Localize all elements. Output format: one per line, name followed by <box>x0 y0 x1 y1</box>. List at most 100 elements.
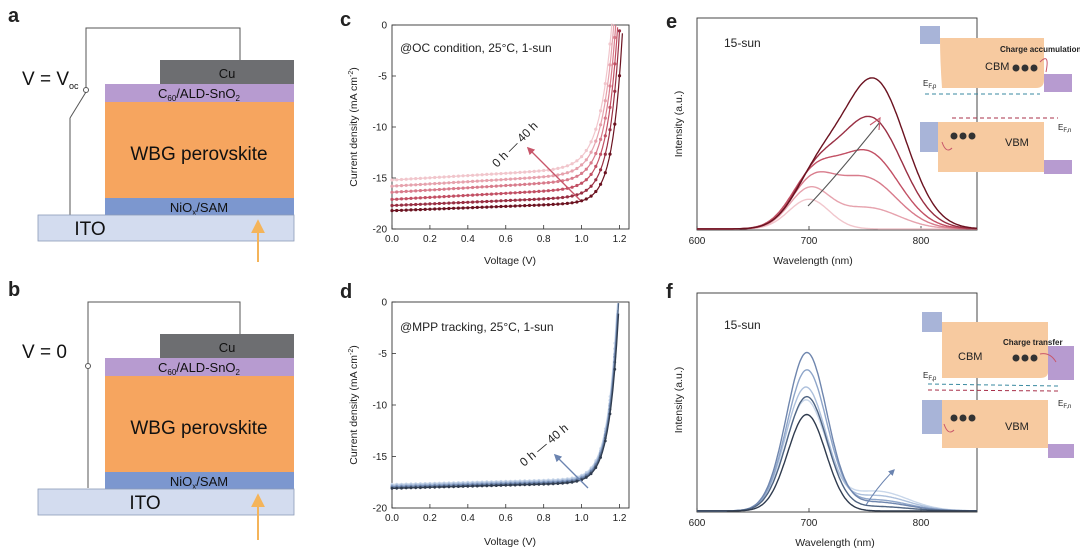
jv-point <box>395 486 399 490</box>
jv-point <box>494 178 498 182</box>
etl-label: C60/ALD-SnO2 <box>158 86 241 103</box>
jv-point <box>594 164 598 168</box>
hole <box>968 132 976 140</box>
jv-point <box>594 151 598 156</box>
jv-point <box>580 191 584 195</box>
jv-point <box>390 209 394 213</box>
jv-point <box>418 208 422 212</box>
jv-point <box>565 171 570 175</box>
panel-a: a V = Voc Cu C60/ALD-SnO2 WBG perovskite… <box>8 5 295 262</box>
jv-point <box>504 183 508 188</box>
jv-point <box>494 184 498 188</box>
jv-point <box>532 203 536 207</box>
jv-point <box>489 178 494 182</box>
jv-point <box>613 89 617 93</box>
jv-point <box>556 188 560 192</box>
jv-point <box>390 203 394 208</box>
jv-point <box>508 171 513 175</box>
trend-arrow <box>553 453 589 489</box>
x-tick-label: 0.2 <box>423 513 437 524</box>
jv-point <box>400 486 403 490</box>
jv-point <box>508 204 513 208</box>
jv-point <box>532 197 536 201</box>
jv-point <box>542 197 546 201</box>
charge-arrow <box>943 423 955 433</box>
jv-point <box>542 181 546 185</box>
jv-point <box>489 172 494 176</box>
x-tick-label: 0.8 <box>537 234 551 245</box>
jv-point <box>409 203 413 207</box>
jv-point <box>617 74 622 78</box>
jv-point <box>527 170 532 174</box>
charge-arrow <box>1039 353 1057 363</box>
cbm-band <box>942 322 1048 378</box>
etl-band <box>1048 444 1074 458</box>
jv-point <box>475 173 479 177</box>
jv-point <box>608 42 612 46</box>
jv-point <box>603 439 607 443</box>
trend-arrow <box>865 469 895 506</box>
jv-point <box>546 203 551 207</box>
jv-point <box>461 180 465 184</box>
cu-layer <box>160 334 294 358</box>
jv-point <box>499 192 503 196</box>
cbm-label: CBM <box>985 61 1009 73</box>
switch-terminal <box>83 87 89 93</box>
jv-point <box>471 206 475 210</box>
jv-point <box>589 184 593 188</box>
jv-point <box>437 201 441 206</box>
jv-point <box>390 184 394 188</box>
panel-label-d: d <box>340 281 352 303</box>
jv-point <box>475 193 479 197</box>
x-tick-label: 1.0 <box>575 513 589 524</box>
efp-label: EF,p <box>923 371 937 382</box>
jv-series <box>390 23 613 182</box>
y-tick-label: -5 <box>378 349 387 360</box>
jv-point <box>546 197 551 201</box>
x-tick-label: 800 <box>913 518 930 529</box>
jv-point <box>475 179 479 183</box>
jv-point <box>499 172 503 176</box>
jv-point <box>418 182 422 187</box>
jv-point <box>575 166 579 171</box>
jv-point <box>489 199 494 203</box>
series-group <box>697 77 978 230</box>
jv-point <box>456 174 460 178</box>
jv-point <box>599 182 603 186</box>
jv-point <box>399 184 404 188</box>
jv-point <box>508 177 513 181</box>
jv-point <box>561 195 565 200</box>
jv-point <box>414 183 418 187</box>
jv-point <box>395 184 399 188</box>
htl-layer <box>105 198 294 215</box>
cu-label: Cu <box>219 340 236 355</box>
jv-point <box>423 182 427 186</box>
electron <box>1012 64 1020 72</box>
panel-label-b: b <box>8 279 20 301</box>
x-axis-label: Wavelength (nm) <box>795 537 875 549</box>
jv-point <box>542 203 546 207</box>
jv-point <box>589 140 593 144</box>
jv-point <box>442 201 446 205</box>
jv-point <box>475 484 479 488</box>
jv-point <box>523 176 527 180</box>
jv-point <box>428 188 432 192</box>
y-tick-label: -15 <box>373 452 388 463</box>
panel-d: d 0.0 0.2 0.4 0.6 0.8 1.0 1.2 0 -5 -10 -15 -20 Volt… <box>340 281 630 548</box>
electron <box>1030 354 1038 362</box>
efn-label: EF,n <box>1058 123 1071 134</box>
etl-layer <box>105 358 294 376</box>
jv-point <box>395 197 399 201</box>
electron <box>1021 354 1029 362</box>
jv-point <box>504 171 508 175</box>
jv-point <box>589 194 593 198</box>
jv-point <box>461 174 465 178</box>
jv-point <box>409 208 413 212</box>
jv-point <box>399 177 404 182</box>
jv-point <box>513 198 517 202</box>
jv-point <box>556 202 560 206</box>
jv-point <box>513 183 517 187</box>
jv-point <box>433 188 437 192</box>
panel-label-e: e <box>666 11 677 33</box>
efn-label: EF,n <box>1058 399 1071 410</box>
